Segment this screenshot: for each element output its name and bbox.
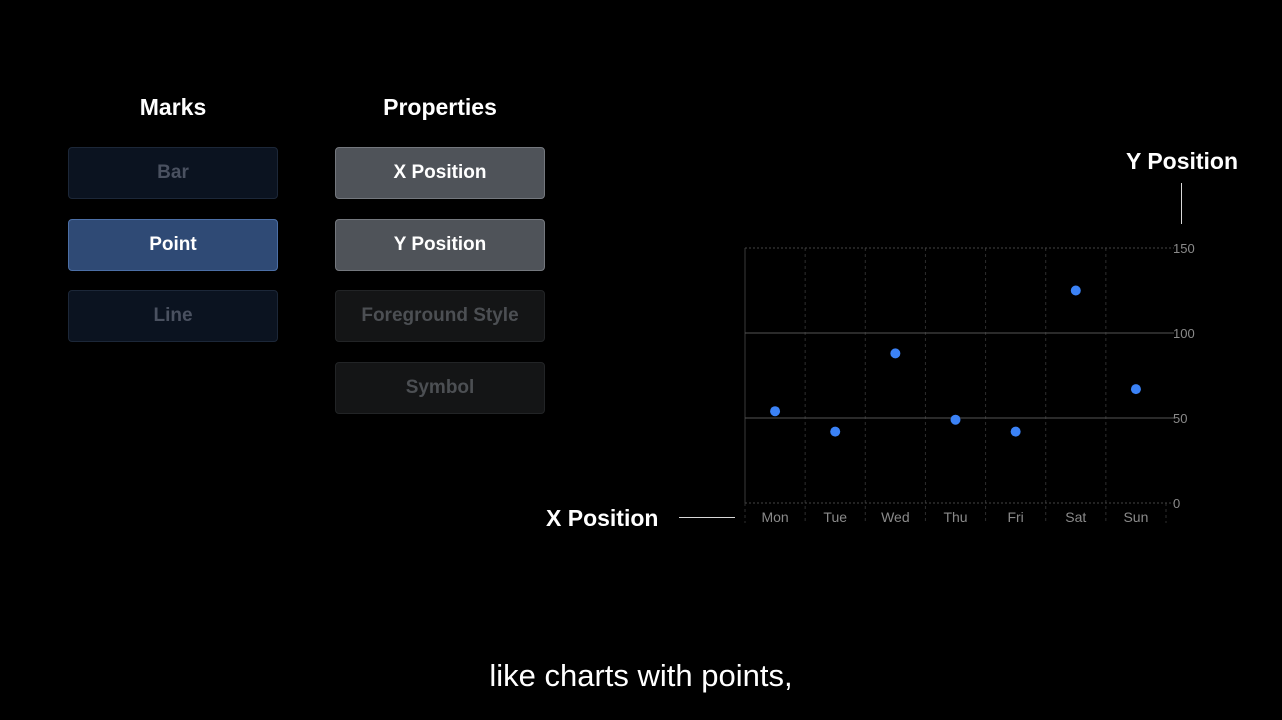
- x-position-connector: [679, 517, 735, 518]
- mark-bar-chip: Bar: [68, 147, 278, 199]
- y-tick-label: 0: [1173, 496, 1180, 511]
- data-point: [950, 414, 961, 425]
- data-point: [890, 348, 901, 359]
- subtitle-caption: like charts with points,: [489, 658, 793, 693]
- x-tick-label: Thu: [943, 509, 967, 525]
- y-tick-label: 100: [1173, 326, 1195, 341]
- data-point: [1130, 384, 1141, 395]
- property-symbol-chip: Symbol: [335, 362, 545, 414]
- data-point: [1010, 426, 1021, 437]
- mark-point-chip: Point: [68, 219, 278, 271]
- y-position-annotation: Y Position: [1126, 148, 1239, 174]
- marks-title: Marks: [139, 94, 207, 120]
- x-tick-label: Sun: [1123, 509, 1148, 525]
- data-point: [830, 426, 841, 437]
- data-point: [1070, 285, 1081, 296]
- property-x-position-chip: X Position: [335, 147, 545, 199]
- x-tick-label: Fri: [1007, 509, 1023, 525]
- x-tick-label: Sat: [1065, 509, 1086, 525]
- x-tick-label: Wed: [881, 509, 910, 525]
- properties-title: Properties: [383, 94, 497, 120]
- y-tick-label: 150: [1173, 241, 1195, 256]
- data-point: [770, 406, 781, 417]
- y-position-connector: [1181, 183, 1182, 224]
- property-foreground-style-chip: Foreground Style: [335, 290, 545, 342]
- x-position-annotation: X Position: [546, 505, 659, 531]
- x-tick-label: Tue: [823, 509, 847, 525]
- mark-line-chip: Line: [68, 290, 278, 342]
- property-y-position-chip: Y Position: [335, 219, 545, 271]
- x-tick-label: Mon: [761, 509, 788, 525]
- y-tick-label: 50: [1173, 411, 1187, 426]
